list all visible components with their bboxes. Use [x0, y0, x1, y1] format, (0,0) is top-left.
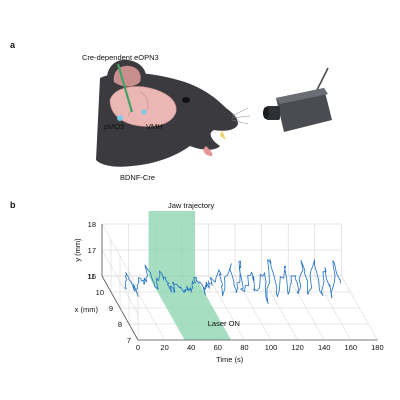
- mouse-line-label: BDNF-Cre: [120, 173, 155, 182]
- time-tick-label: 100: [265, 343, 278, 352]
- laser-on-label: Laser ON: [208, 319, 240, 328]
- laser-floor-band: [148, 276, 232, 340]
- chart-title: Jaw trajectory: [168, 201, 215, 210]
- mouse-tongue: [203, 146, 213, 156]
- time-tick-label: 160: [345, 343, 358, 352]
- pmo5-label: pMO5: [104, 122, 124, 131]
- time-tick-label: 40: [187, 343, 195, 352]
- side-grid-line: [101, 249, 139, 315]
- y-tick-label: 17: [88, 246, 96, 255]
- x-tick-label: 7: [127, 336, 131, 345]
- trajectory-line: [124, 258, 342, 304]
- mouse-tooth: [220, 130, 226, 140]
- x-axis-line: [101, 275, 139, 341]
- panel-a-letter: a: [10, 40, 16, 50]
- vmh-label: VMH: [146, 122, 163, 131]
- time-tick-label: 60: [214, 343, 222, 352]
- time-axis-title: Time (s): [216, 355, 244, 364]
- time-tick-label: 120: [291, 343, 304, 352]
- time-tick-label: 180: [371, 343, 384, 352]
- time-tick-label: 140: [318, 343, 331, 352]
- y-tick-label: 18: [88, 220, 96, 229]
- side-grid-line: [101, 223, 139, 289]
- y-tick-label: 16: [88, 272, 96, 281]
- mouse-illustration: [96, 59, 251, 167]
- panel-b-letter: b: [10, 200, 16, 210]
- time-tick-label: 80: [240, 343, 248, 352]
- optic-fiber: [116, 63, 134, 113]
- x-tick-label: 8: [118, 320, 122, 329]
- x-tick-label: 9: [109, 304, 113, 313]
- whiskers: [231, 107, 251, 125]
- x-tick-label: 10: [96, 288, 104, 297]
- y-axis-title: y (mm): [73, 238, 82, 262]
- x-axis-title: x (mm): [75, 305, 99, 314]
- time-tick-label: 0: [136, 343, 140, 352]
- vmh-site: [141, 109, 147, 115]
- virus-label: Cre-dependent eOPN3: [82, 53, 159, 62]
- camera-icon: [263, 67, 332, 132]
- time-tick-label: 20: [160, 343, 168, 352]
- x-tick-label: 11: [87, 272, 95, 281]
- laser-wall-band: [148, 211, 196, 276]
- pmo5-site: [117, 115, 123, 121]
- mouse-eye: [182, 97, 190, 103]
